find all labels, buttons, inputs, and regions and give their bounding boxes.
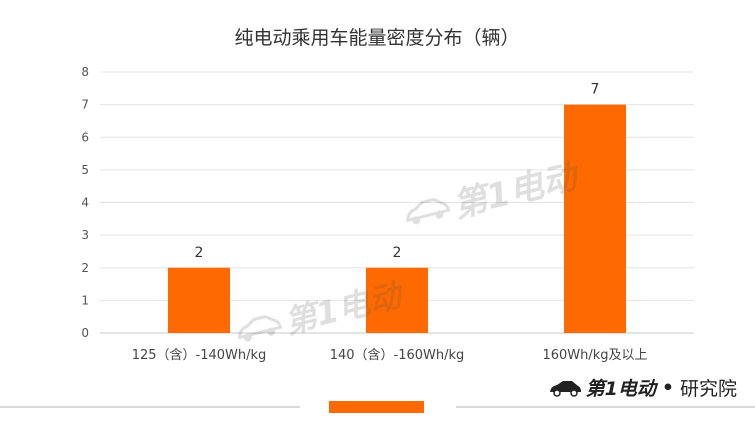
y-axis-ticks: 0 1 2 3 4 5 6 7 8	[81, 65, 89, 340]
y-tick-label: 0	[81, 326, 89, 340]
x-category-label: 160Wh/kg及以上	[542, 348, 647, 363]
y-tick-label: 5	[81, 163, 89, 177]
bars: 2 2 7	[168, 82, 626, 333]
brand-sub: 研究院	[679, 378, 737, 400]
y-tick-label: 8	[81, 65, 89, 79]
y-tick-label: 3	[81, 228, 89, 242]
bar	[168, 267, 230, 333]
y-tick-label: 1	[81, 293, 89, 307]
brand-separator: •	[661, 376, 674, 399]
y-tick-label: 2	[81, 261, 89, 275]
brand-logo: 第1电动 • 研究院	[548, 374, 737, 401]
chart-title: 纯电动乘用车能量密度分布（辆）	[234, 27, 519, 49]
x-axis-labels: 125（含）-140Wh/kg 140（含）-160Wh/kg 160Wh/kg及以…	[132, 347, 648, 363]
footer-divider-left	[0, 406, 300, 408]
bar	[366, 267, 428, 333]
footer-divider-right	[456, 406, 755, 408]
x-category-label: 140（含）-160Wh/kg	[330, 347, 465, 363]
footer-accent-bar	[329, 401, 424, 413]
data-label: 2	[393, 245, 402, 261]
car-logo-icon	[549, 380, 581, 397]
y-tick-label: 4	[81, 196, 89, 210]
y-tick-label: 6	[81, 130, 89, 144]
y-tick-label: 7	[81, 98, 89, 112]
data-label: 2	[195, 245, 204, 261]
chart: 纯电动乘用车能量密度分布（辆） 0 1 2 3 4 5 6 7 8 2 2 7 125（含）-140…	[81, 27, 694, 363]
x-category-label: 125（含）-140Wh/kg	[132, 347, 267, 363]
data-label: 7	[591, 82, 600, 98]
brand-name: 第1电动	[585, 378, 656, 400]
bar	[564, 104, 626, 333]
